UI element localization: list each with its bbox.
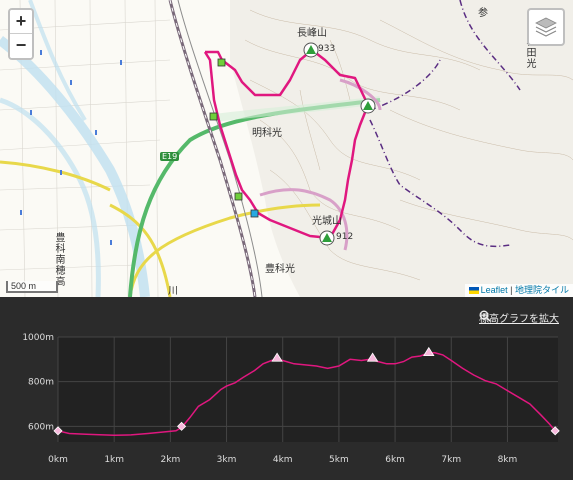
expand-graph-link[interactable]: 標高グラフを拡大 [479,310,559,325]
scale-label: 500 m [11,281,37,291]
map-tiles [0,0,573,297]
x-tick-label: 0km [48,455,68,465]
map-label-toyoshinakou: 豊科光 [265,264,295,275]
map-label-nagamine: 長峰山 [297,28,327,39]
map-label-elevation: 912 [336,232,354,242]
elevation-profile-panel: 標高グラフを拡大 600m 800m 1000m 0km 1km 2km 3km 4km 5km… [0,297,573,480]
attribution-separator: | [507,285,515,295]
expand-graph-label: 標高グラフを拡大 [479,314,559,325]
waypoint-marker[interactable] [53,426,63,436]
attribution: Leaflet | 地理院タイル [464,284,573,297]
elevation-line [57,351,556,437]
x-tick-label: 2km [161,455,181,465]
peak-marker[interactable] [319,230,335,246]
map-label-sanchi: 参 [478,8,488,19]
map-label-akina-hikari: 敦田光 [524,36,535,69]
map-view[interactable]: 長峰山 933 明科光 光城山 912 豊科光 豊科南穂高 E19 敦田光 川 … [0,0,573,297]
gsi-tiles-link[interactable]: 地理院タイル [514,285,569,295]
x-tick-label: 1km [104,455,124,465]
y-tick-label: 1000m [22,333,54,343]
zoom-out-button[interactable]: − [10,34,32,58]
peak-marker[interactable] [366,352,379,362]
plot-area [58,337,558,442]
peak-marker[interactable] [423,346,435,357]
y-tick-label: 800m [28,378,54,388]
waypoint-marker[interactable] [550,426,560,436]
layers-icon [535,17,557,37]
x-tick-label: 8km [498,455,518,465]
elevation-chart: 600m 800m 1000m 0km 1km 2km 3km 4km 5km 6km 7km 8km [22,333,560,465]
scale-bar: 500 m [6,281,58,293]
peak-marker[interactable] [271,352,283,362]
waypoint-marker[interactable] [177,421,187,431]
map-label-toyoshina-minami: 豊科南穂高 [53,232,64,287]
map-label-koushinzan: 光城山 [312,216,342,227]
layers-button[interactable] [527,8,565,46]
expressway-shield: E19 [160,152,180,161]
x-tick-label: 7km [441,455,461,465]
zoom-in-button[interactable]: + [10,10,32,34]
map-label-elevation: 933 [318,44,336,54]
x-tick-label: 6km [385,455,405,465]
map-label-meikako: 明科光 [252,128,282,139]
peak-marker[interactable] [360,98,376,114]
map-label-river: 川 [168,286,178,297]
ukraine-flag-icon [468,287,479,294]
x-tick-label: 3km [217,455,237,465]
y-tick-label: 600m [28,422,54,432]
x-tick-label: 5km [329,455,349,465]
x-tick-label: 4km [273,455,293,465]
leaflet-link[interactable]: Leaflet [480,285,508,295]
zoom-in-icon [479,310,491,322]
peak-marker[interactable] [303,42,319,58]
zoom-control: + − [8,8,34,60]
